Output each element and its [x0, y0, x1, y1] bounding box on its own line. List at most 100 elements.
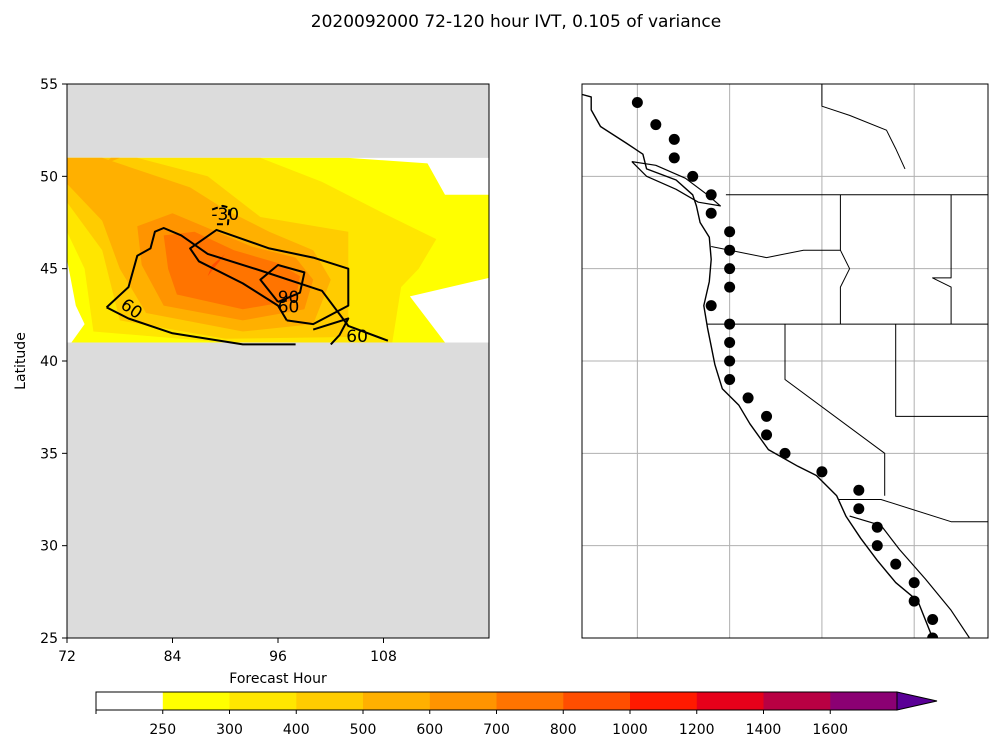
station-point [816, 466, 828, 478]
contour-label-2: 60 [278, 297, 300, 317]
station-point [779, 447, 791, 459]
colorbar-tick-label: 1000 [612, 722, 648, 738]
colorbar-swatch [363, 692, 431, 710]
station-point [871, 540, 883, 552]
station-point [853, 503, 865, 515]
contour-line-3 [259, 264, 306, 303]
y-tick-label: 55 [40, 77, 58, 93]
station-point [631, 96, 643, 108]
filled-contour-5 [163, 231, 300, 310]
map-gridlines [582, 84, 988, 638]
station-point [724, 226, 736, 238]
station-point [668, 133, 680, 145]
contour-label-1: 90 [278, 288, 300, 308]
colorbar-tick-label: 1400 [746, 722, 782, 738]
station-point [724, 337, 736, 349]
y-tick-label: 50 [40, 169, 58, 185]
contour-label-3: 60 [346, 327, 368, 347]
station-point [724, 281, 736, 293]
colorbar-swatch [496, 692, 564, 710]
border-6 [895, 324, 988, 417]
right-map [581, 83, 989, 639]
colorbar-swatch [96, 692, 164, 710]
colorbar-tick-label: 700 [483, 722, 510, 738]
colorbar-swatch [630, 692, 698, 710]
gulf-coastline [849, 515, 970, 638]
y-tick-label: 40 [40, 354, 58, 370]
colorbar-extend-arrow [896, 691, 938, 711]
colorbar-swatch [830, 692, 898, 710]
contour-line-1 [105, 227, 389, 342]
colorbar-swatch [296, 692, 364, 710]
x-tick-label: 108 [370, 649, 397, 665]
y-axis-ticks: 25 30 35 40 45 50 55 [40, 77, 67, 647]
map-station-points [631, 96, 939, 638]
map-coastlines-borders [582, 84, 988, 638]
station-point [668, 152, 680, 164]
station-point [890, 558, 902, 570]
colorbar-tick-label: 400 [283, 722, 310, 738]
colorbar-swatch [696, 692, 765, 710]
station-point [761, 410, 773, 422]
station-point [853, 484, 865, 496]
y-tick-label: 45 [40, 262, 58, 278]
colorbar-tick-label: 1200 [679, 722, 715, 738]
map-frame [581, 83, 989, 639]
station-point [724, 263, 736, 275]
filled-contour-7 [102, 157, 120, 166]
station-point [724, 318, 736, 330]
colorbar-swatch [429, 692, 498, 710]
contour-line-0 [106, 306, 296, 346]
colorbar-tick-label: 1600 [812, 722, 848, 738]
colorbar-tick-label: 600 [416, 722, 443, 738]
colorbar-swatch [563, 692, 631, 710]
station-point [761, 429, 773, 441]
border-8 [821, 84, 906, 170]
station-point [687, 170, 699, 182]
border-7 [838, 499, 988, 523]
colorbar-tick-label: 300 [216, 722, 243, 738]
station-point [705, 207, 717, 219]
station-point [927, 632, 939, 638]
station-point [871, 521, 883, 533]
contour-label-0: -30 [211, 205, 239, 225]
station-point [927, 614, 939, 626]
border-5 [784, 324, 886, 496]
border-4 [932, 194, 952, 325]
colorbar-tick-label: 800 [550, 722, 577, 738]
island-outline [631, 161, 722, 207]
colorbar-ticks: 250 300 400 500 600 700 800 1000 1200 1400 1600 [95, 710, 848, 738]
contour-line-2 [189, 228, 350, 326]
x-axis-ticks: 72 84 96 108 [58, 638, 397, 665]
x-tick-label: 72 [58, 649, 76, 665]
x-tick-label: 96 [269, 649, 287, 665]
x-tick-label: 84 [164, 649, 182, 665]
x-axis-label: Forecast Hour [229, 671, 327, 687]
colorbar-swatches [96, 691, 938, 711]
colorbar-tick-label: 500 [350, 722, 377, 738]
station-point [705, 300, 717, 312]
heatmap-fill [67, 84, 489, 638]
station-point [908, 595, 920, 607]
station-point [742, 392, 754, 404]
colorbar-swatch [229, 692, 297, 710]
colorbar-tick-label: 250 [149, 722, 176, 738]
contour-lines [105, 204, 389, 346]
coastline [582, 93, 934, 638]
colorbar: 250 300 400 500 600 700 800 1000 1200 1400 1600 [95, 691, 938, 738]
border-3 [839, 249, 851, 325]
station-point [724, 355, 736, 367]
y-tick-label: 35 [40, 446, 58, 462]
figure-title: 2020092000 72-120 hour IVT, 0.105 of var… [311, 12, 721, 32]
colorbar-swatch [763, 692, 831, 710]
y-tick-label: 25 [40, 631, 58, 647]
station-point [724, 373, 736, 385]
station-point [650, 119, 662, 131]
y-axis-label: Latitude [13, 332, 29, 390]
contour-line-4 [312, 317, 350, 346]
y-tick-label: 30 [40, 539, 58, 555]
colorbar-swatch [162, 692, 231, 710]
filled-contour-6 [207, 253, 226, 277]
